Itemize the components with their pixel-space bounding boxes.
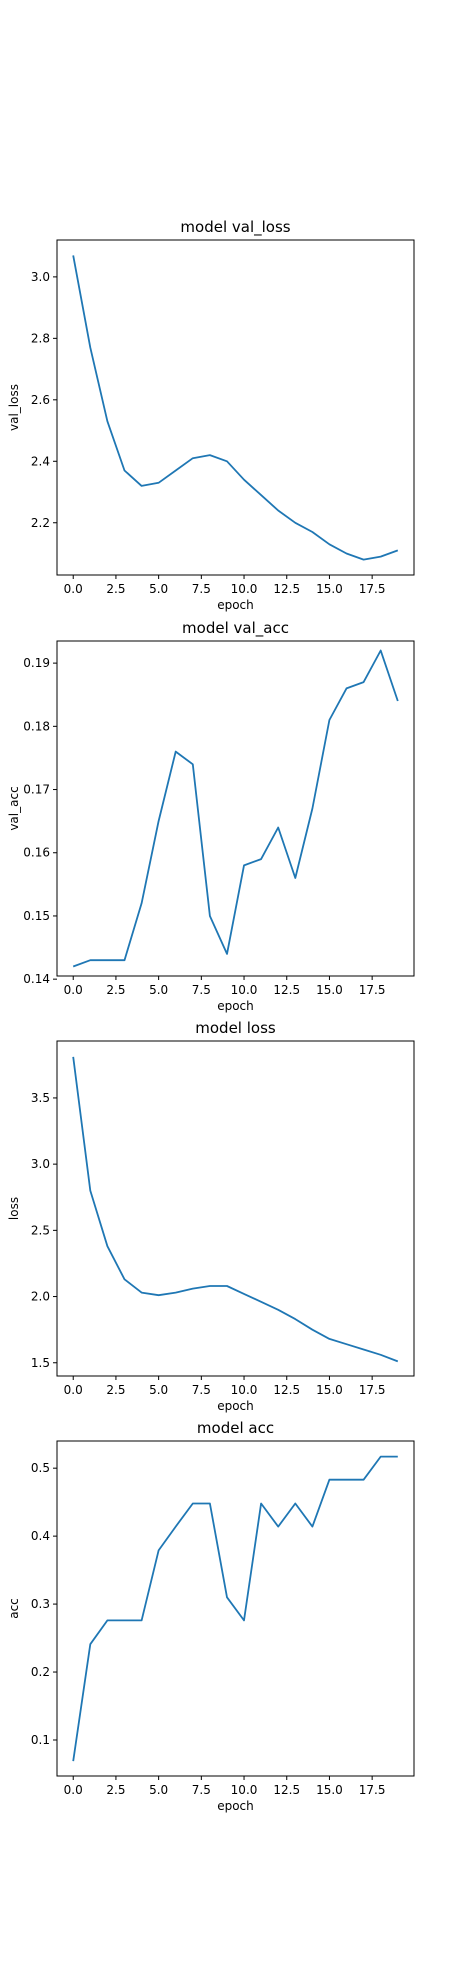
x-axis-label: epoch	[217, 999, 254, 1013]
y-tick-label: 3.5	[31, 1091, 50, 1105]
chart-title: model val_acc	[182, 619, 289, 638]
plot-frame	[56, 1040, 415, 1377]
x-axis-label: epoch	[217, 1799, 254, 1813]
x-tick-label: 17.5	[359, 1783, 386, 1797]
x-tick-label: 10.0	[231, 1783, 258, 1797]
chart-title: model loss	[195, 1019, 276, 1037]
y-axis-label: val_acc	[7, 786, 21, 830]
y-tick-label: 2.6	[31, 393, 50, 407]
x-axis-label: epoch	[217, 598, 254, 612]
plot-frame	[56, 239, 415, 576]
x-tick-label: 10.0	[231, 582, 258, 596]
x-tick-label: 15.0	[316, 582, 343, 596]
y-tick-label: 2.4	[31, 454, 50, 468]
x-tick-label: 5.0	[149, 983, 168, 997]
y-tick-label: 0.19	[23, 656, 50, 670]
y-tick-label: 0.14	[23, 972, 50, 986]
x-tick-label: 7.5	[192, 983, 211, 997]
y-tick-label: 0.16	[23, 846, 50, 860]
y-tick-label: 0.3	[31, 1597, 50, 1611]
x-tick-label: 17.5	[359, 582, 386, 596]
series-line	[72, 255, 399, 561]
x-tick-label: 0.0	[64, 1783, 83, 1797]
x-tick-label: 5.0	[149, 1383, 168, 1397]
series-line	[72, 1455, 398, 1762]
y-tick-label: 0.5	[31, 1461, 50, 1475]
plot-frame	[56, 1440, 415, 1777]
y-tick-label: 0.18	[23, 719, 50, 733]
y-axis-label: loss	[7, 1197, 21, 1220]
y-tick-label: 2.2	[31, 516, 50, 530]
x-tick-label: 2.5	[106, 1783, 125, 1797]
y-tick-label: 0.4	[31, 1529, 50, 1543]
y-tick-label: 3.0	[31, 1157, 50, 1171]
x-tick-label: 12.5	[273, 983, 300, 997]
x-tick-label: 15.0	[316, 983, 343, 997]
x-tick-label: 2.5	[106, 582, 125, 596]
x-tick-label: 0.0	[64, 582, 83, 596]
chart-title: model val_loss	[180, 218, 290, 237]
chart-title: model acc	[197, 1419, 274, 1437]
y-tick-label: 2.5	[31, 1223, 50, 1237]
y-tick-label: 0.17	[23, 783, 50, 797]
x-tick-label: 0.0	[64, 983, 83, 997]
x-tick-label: 15.0	[316, 1383, 343, 1397]
y-axis-label: val_loss	[7, 384, 21, 431]
x-tick-label: 17.5	[359, 1383, 386, 1397]
x-tick-label: 10.0	[231, 1383, 258, 1397]
chart-2: model loss 0.0 2.5 5.0 7.5 10.0 12.5 15.0 17.5 1.…	[7, 1019, 415, 1413]
y-tick-label: 2.8	[31, 331, 50, 345]
series-line	[72, 649, 399, 968]
y-tick-label: 1.5	[31, 1356, 50, 1370]
x-tick-label: 15.0	[316, 1783, 343, 1797]
series-line	[72, 1056, 399, 1363]
chart-3: model acc 0.0 2.5 5.0 7.5 10.0 12.5 15.0 17.5 0.1…	[7, 1419, 415, 1813]
x-tick-label: 17.5	[359, 983, 386, 997]
y-tick-label: 3.0	[31, 270, 50, 284]
x-tick-label: 12.5	[273, 582, 300, 596]
x-tick-label: 12.5	[273, 1783, 300, 1797]
x-tick-label: 0.0	[64, 1383, 83, 1397]
x-tick-label: 7.5	[192, 582, 211, 596]
x-tick-label: 10.0	[231, 983, 258, 997]
y-tick-label: 0.15	[23, 909, 50, 923]
y-tick-label: 0.1	[31, 1733, 50, 1747]
x-tick-label: 5.0	[149, 582, 168, 596]
x-tick-label: 2.5	[106, 1383, 125, 1397]
x-tick-label: 7.5	[192, 1383, 211, 1397]
plot-frame	[56, 640, 415, 977]
chart-1: model val_acc 0.0 2.5 5.0 7.5 10.0 12.5 15.0 17.…	[7, 619, 415, 1013]
y-axis-label: acc	[7, 1598, 21, 1619]
x-tick-label: 5.0	[149, 1783, 168, 1797]
y-tick-label: 2.0	[31, 1290, 50, 1304]
x-tick-label: 7.5	[192, 1783, 211, 1797]
x-axis-label: epoch	[217, 1399, 254, 1413]
x-tick-label: 12.5	[273, 1383, 300, 1397]
y-tick-label: 0.2	[31, 1665, 50, 1679]
chart-0: model val_loss 0.0 2.5 5.0 7.5 10.0 12.5 15.0 17…	[7, 218, 415, 612]
x-tick-label: 2.5	[106, 983, 125, 997]
